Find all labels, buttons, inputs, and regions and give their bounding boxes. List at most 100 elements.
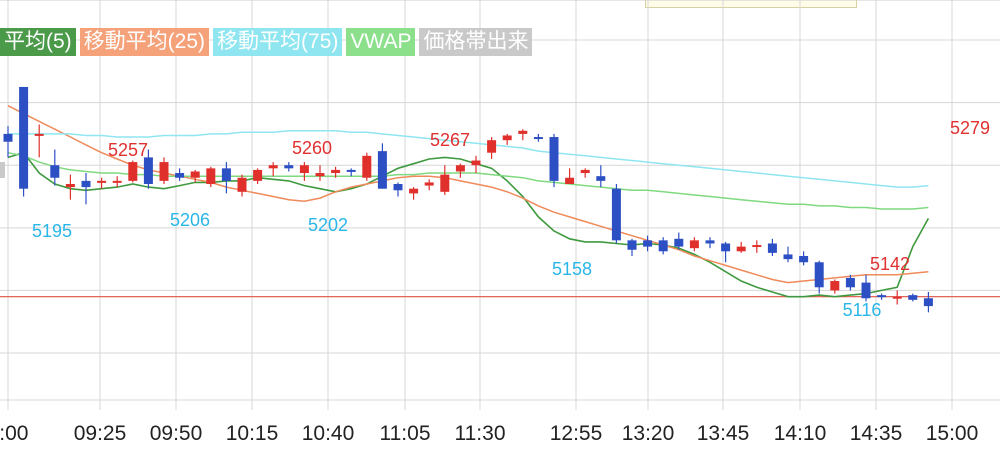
legend: 平均(5) 移動平均(25) 移動平均(75) VWAP 価格帯出来 <box>0 28 533 56</box>
candle <box>128 160 138 183</box>
candle-body <box>253 169 263 181</box>
candle-body <box>50 165 60 178</box>
candle <box>845 274 855 291</box>
candle-body <box>237 177 247 192</box>
candle <box>143 149 153 189</box>
x-tick-label: 11:30 <box>455 422 506 445</box>
price-annotations: 5257 5195 5260 5206 5202 5267 5158 5142 5116 5279 <box>32 118 990 320</box>
candle <box>221 162 231 194</box>
x-tick-label: 13:20 <box>622 422 675 445</box>
price-annotation: 5206 <box>170 210 210 230</box>
candle-body <box>580 169 590 174</box>
candle-body <box>502 135 512 141</box>
candle <box>112 176 122 188</box>
candle-body <box>175 173 185 178</box>
candle-body <box>487 140 497 153</box>
candle <box>253 168 263 184</box>
candle <box>362 152 372 181</box>
legend-item[interactable]: 移動平均(75) <box>213 28 343 56</box>
candle <box>487 137 497 159</box>
candle-body <box>3 133 13 142</box>
candle <box>502 133 512 145</box>
candle-body <box>518 130 528 134</box>
candle-body <box>331 169 341 174</box>
candle-body <box>799 256 809 263</box>
candle <box>689 237 699 252</box>
candle <box>175 168 185 181</box>
candle-body <box>658 240 668 252</box>
candle-body <box>34 133 44 136</box>
x-tick-label: 10:15 <box>226 422 279 445</box>
candle <box>674 232 684 250</box>
candle <box>565 168 575 184</box>
candle <box>409 187 419 200</box>
candle-body <box>81 180 91 188</box>
series-line <box>8 130 929 188</box>
candle <box>767 238 777 256</box>
candle <box>533 133 543 142</box>
candle <box>596 165 606 188</box>
x-tick-label: 13:45 <box>697 422 750 445</box>
candle-body <box>159 162 169 181</box>
price-annotation: 5257 <box>108 140 148 160</box>
price-annotation: 5195 <box>32 221 72 241</box>
candle <box>393 182 403 197</box>
price-annotation: 5158 <box>552 259 592 279</box>
candle <box>783 246 793 263</box>
candle-body <box>299 165 309 174</box>
price-annotation: 5260 <box>292 138 332 158</box>
x-tick-label: 15:00 <box>926 422 979 445</box>
grid <box>0 0 1000 410</box>
legend-item[interactable]: 移動平均(25) <box>79 28 210 56</box>
candle <box>190 169 200 183</box>
candle <box>658 237 668 255</box>
candle-body <box>767 243 777 253</box>
candle-body <box>549 137 559 181</box>
candle <box>299 162 309 181</box>
candle <box>736 241 746 253</box>
candle-body <box>674 238 684 247</box>
candle <box>268 162 278 177</box>
candle <box>580 168 590 178</box>
candle-body <box>814 262 824 288</box>
candle <box>81 173 91 205</box>
candle <box>65 174 75 200</box>
candle <box>923 292 933 313</box>
candle-body <box>611 188 621 241</box>
candle-body <box>736 246 746 252</box>
legend-item[interactable]: 平均(5) <box>0 28 76 56</box>
candle-body <box>783 254 793 260</box>
candle-body <box>409 188 419 194</box>
candle <box>471 155 481 174</box>
price-annotation: 5202 <box>308 215 348 235</box>
candle-body <box>471 160 481 166</box>
candle-body <box>455 165 465 172</box>
price-annotation: 5116 <box>843 300 882 320</box>
x-tick-label: 5:00 <box>0 422 28 445</box>
candle <box>50 149 60 186</box>
candle-body <box>377 151 387 189</box>
candle-body <box>845 277 855 288</box>
candle <box>549 133 559 188</box>
candle-body <box>565 177 575 184</box>
legend-item[interactable]: 価格帯出来 <box>419 28 533 56</box>
legend-item[interactable]: VWAP <box>346 28 416 56</box>
candle-body <box>721 243 731 252</box>
candle-body <box>830 281 840 291</box>
candle <box>97 177 107 189</box>
candle-body <box>877 295 887 298</box>
candle <box>908 293 918 302</box>
candle-body <box>892 296 902 299</box>
x-tick-label: 11:05 <box>380 422 431 445</box>
candle <box>861 274 871 302</box>
candle-body <box>627 240 637 250</box>
candle <box>627 238 637 256</box>
candle <box>830 279 840 294</box>
candle <box>518 129 528 141</box>
candle <box>159 157 169 184</box>
candle <box>19 86 29 197</box>
candle <box>705 237 715 249</box>
volume-profile-bar <box>0 162 5 178</box>
x-tick-label: 09:50 <box>150 422 203 445</box>
